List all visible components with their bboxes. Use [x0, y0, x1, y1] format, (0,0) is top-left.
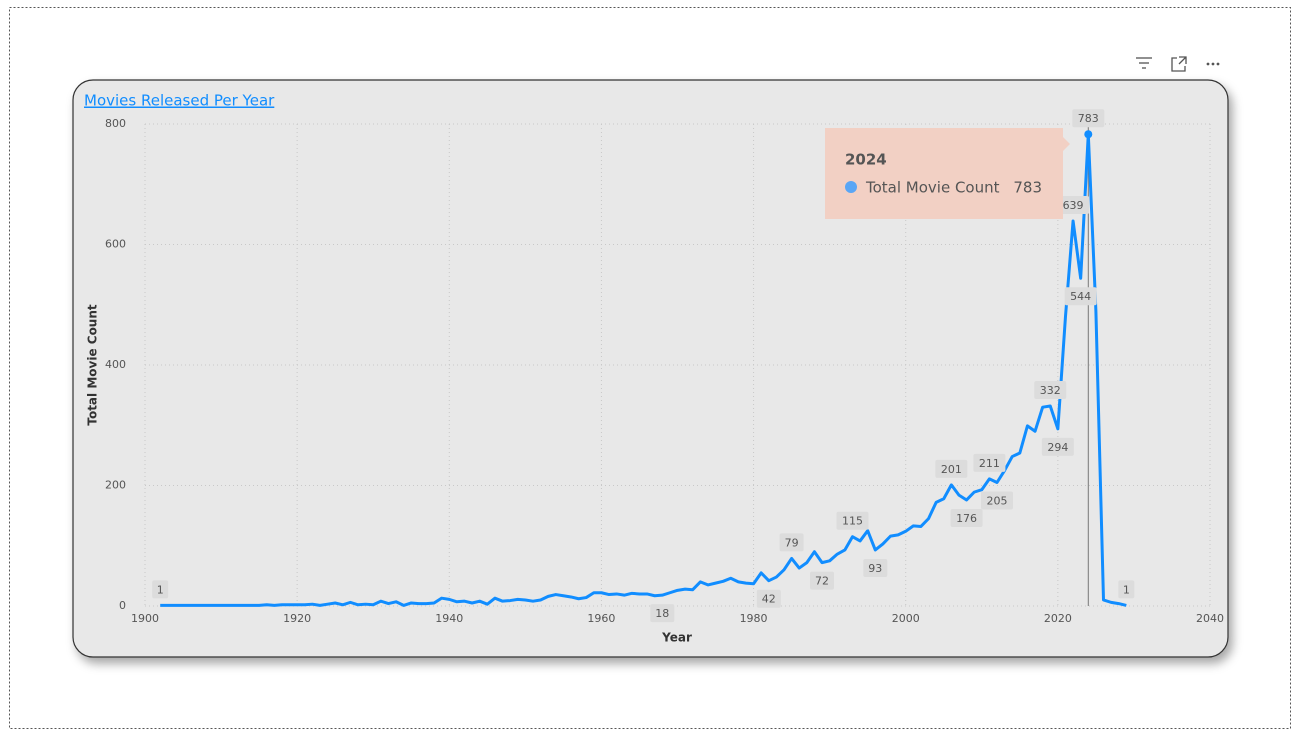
data-label: 639 — [1063, 199, 1084, 212]
data-label: 1 — [1123, 583, 1130, 596]
frame — [9, 7, 1291, 729]
data-label: 176 — [956, 512, 977, 525]
data-label-bg — [1057, 196, 1090, 215]
data-label-bg — [950, 508, 983, 527]
x-tick-label: 1900 — [131, 612, 159, 625]
data-label-bg — [756, 589, 781, 608]
plot: 0 200 400 600 800 1900 1920 1940 1960 1980 2000 202… — [105, 109, 1224, 625]
tooltip-title: 2024 — [845, 151, 887, 169]
data-label: 211 — [979, 457, 1000, 470]
x-tick-label: 2040 — [1196, 612, 1224, 625]
filter-icon[interactable] — [1136, 57, 1152, 69]
data-label-bg — [1118, 580, 1135, 599]
y-tick-label: 600 — [105, 238, 126, 251]
tooltip-pointer — [1063, 137, 1070, 151]
data-label: 205 — [987, 494, 1008, 507]
data-label: 93 — [868, 562, 882, 575]
data-label: 332 — [1040, 384, 1061, 397]
series-line — [160, 132, 1127, 607]
data-label-bg — [779, 533, 804, 552]
data-label: 72 — [815, 575, 829, 588]
data-label-bg — [810, 571, 835, 590]
data-label: 201 — [941, 463, 962, 476]
x-tick-label: 2020 — [1044, 612, 1072, 625]
tooltip-value: 783 — [1013, 179, 1042, 197]
tooltip-label: Total Movie Count — [865, 179, 1000, 197]
data-label-bg — [1034, 380, 1067, 399]
data-label-bg — [981, 491, 1013, 510]
header-icons — [1136, 56, 1220, 72]
data-label: 18 — [655, 607, 669, 620]
data-label-bg — [1064, 287, 1097, 306]
x-tick-label: 1920 — [283, 612, 311, 625]
data-label: 1 — [157, 583, 164, 596]
visual-card — [72, 79, 1229, 658]
data-label-bg — [973, 453, 1006, 472]
x-tick-label: 1940 — [435, 612, 463, 625]
y-axis-title: Total Movie Count — [86, 304, 100, 426]
focus-icon[interactable] — [1171, 56, 1187, 72]
data-label: 783 — [1078, 112, 1099, 125]
data-label-bg — [650, 604, 675, 623]
y-tick-label: 400 — [105, 358, 126, 371]
data-label-bg — [1041, 437, 1074, 456]
data-label-bg — [863, 558, 888, 577]
more-icon[interactable] — [1206, 62, 1220, 66]
data-label-bg — [152, 580, 169, 599]
data-label-bg — [836, 511, 869, 530]
data-label: 42 — [762, 593, 776, 606]
hover-point — [1084, 130, 1093, 139]
x-tick-label: 2000 — [892, 612, 920, 625]
tooltip-swatch — [845, 181, 857, 193]
x-tick-label: 1960 — [587, 612, 615, 625]
data-label: 115 — [842, 515, 863, 528]
y-tick-label: 800 — [105, 117, 126, 130]
x-axis-title: Year — [661, 631, 692, 645]
y-tick-label: 0 — [119, 599, 126, 612]
data-label: 79 — [785, 536, 799, 549]
data-label: 544 — [1070, 290, 1091, 303]
data-label-bg — [1072, 109, 1105, 128]
tooltip-box — [825, 128, 1063, 219]
x-tick-label: 1980 — [740, 612, 768, 625]
tooltip: 2024 Total Movie Count 783 — [825, 128, 1070, 219]
y-tick-label: 200 — [105, 479, 126, 492]
data-label: 294 — [1047, 441, 1068, 454]
chart-title[interactable]: Movies Released Per Year — [84, 92, 275, 110]
data-label-bg — [935, 459, 968, 478]
